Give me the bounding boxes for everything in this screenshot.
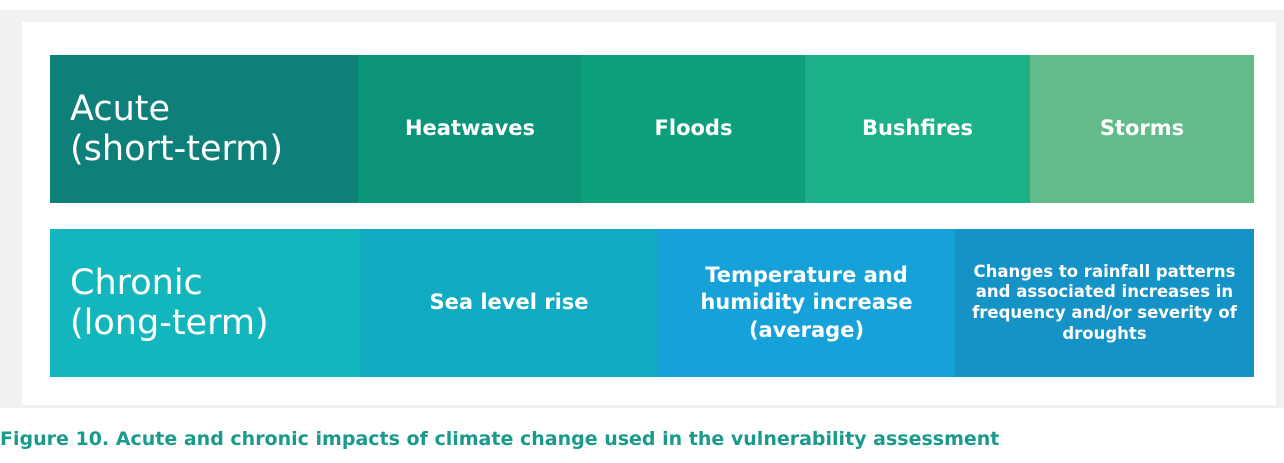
caption: Figure 10. Acute and chronic impacts of … — [0, 428, 1000, 450]
row-label: Chronic (long-term) — [50, 229, 360, 377]
impact-cell: Changes to rainfall patterns and associa… — [955, 229, 1254, 377]
impact-cell: Temperature and humidity increase (avera… — [658, 229, 955, 377]
figure-frame: Acute (short-term) Heatwaves Floods Bushfir… — [0, 10, 1284, 408]
impact-cell: Floods — [582, 55, 805, 203]
chronic-row: Chronic (long-term) Sea level rise Tempera… — [50, 229, 1254, 377]
impact-cell: Sea level rise — [360, 229, 658, 377]
impact-cell: Storms — [1030, 55, 1254, 203]
acute-row: Acute (short-term) Heatwaves Floods Bushfir… — [50, 55, 1254, 203]
impact-cell: Bushfires — [805, 55, 1030, 203]
row-label: Acute (short-term) — [50, 55, 358, 203]
figure-panel: Acute (short-term) Heatwaves Floods Bushfir… — [22, 22, 1276, 405]
impact-cell: Heatwaves — [358, 55, 582, 203]
